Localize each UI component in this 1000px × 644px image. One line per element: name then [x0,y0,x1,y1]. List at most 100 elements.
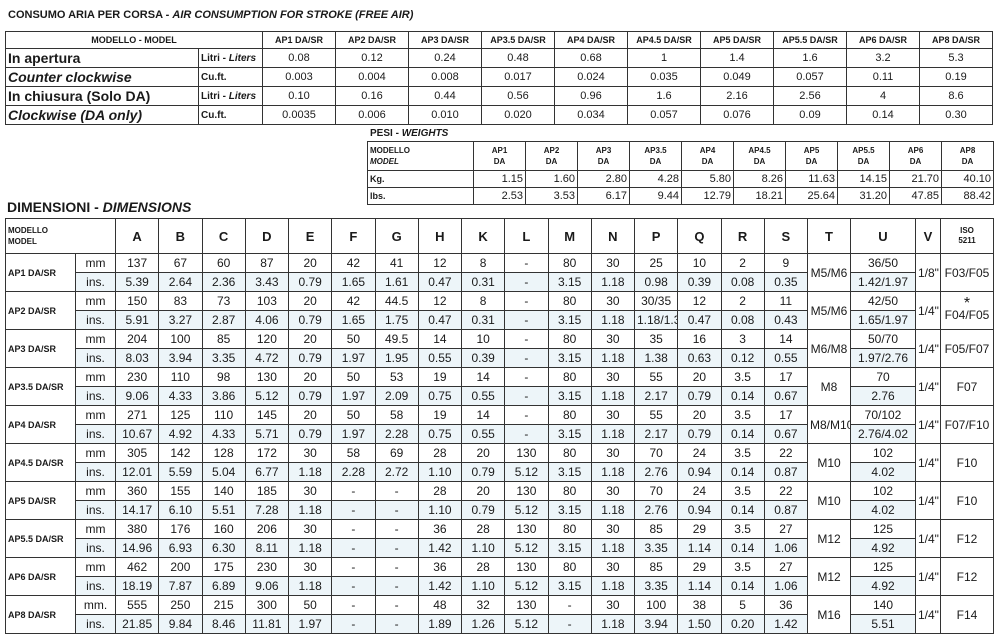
value: 1.97 [331,386,376,406]
value: - [504,291,549,311]
data-row: In chiusura (Solo DA) Litri - Liters 0.10 0… [5,86,993,106]
value: 0.0035 [262,105,336,125]
value: 0.47 [677,310,722,330]
value: 0.004 [335,67,409,87]
value: 1.18 [590,386,636,406]
value: - [374,481,419,501]
value: 130 [504,595,549,615]
port: 1/4" [915,595,941,634]
value: 36 [763,595,809,615]
value: 0.79 [287,310,333,330]
value: 30 [287,557,333,577]
data-row: Clockwise (DA only) Cu.ft. 0.0035 0.006 0.01… [5,105,993,125]
iso-value: F10 [956,493,978,508]
iso-cell: F07/F10 [940,405,994,444]
unit: ins. [75,424,116,444]
value: - [374,500,419,520]
title-it: PESI - [370,128,402,139]
value: 11 [763,291,809,311]
value: 80 [547,557,592,577]
value: 9.84 [158,614,203,634]
data-row: Counter clockwise Cu.ft. 0.003 0.004 0.008 0.… [5,67,993,87]
value: 35 [633,329,679,349]
value: 1.10 [460,538,506,558]
unit: mm [75,253,116,273]
value: 3.5 [720,519,765,539]
value: 0.79 [287,424,333,444]
value: - [504,329,549,349]
value: 0.30 [919,105,993,125]
value: 8 [460,291,506,311]
value: 2 [720,291,765,311]
value: 58 [331,443,376,463]
weights-title: PESI - WEIGHTS [370,128,448,139]
model-header: AP3.5 DA [629,141,682,171]
value: 185 [244,481,290,501]
value: 0.75 [417,386,463,406]
value: - [331,500,376,520]
value: 0.057 [773,67,847,87]
value: 100 [633,595,679,615]
unit-cell: Litri - Liters [198,48,263,68]
iso-cell: F12 [940,557,994,596]
column-header: P [633,218,679,254]
ins-row: ins. 21.85 9.84 8.46 11.81 1.97- -1.89 1.26 5.12… [6,614,994,634]
value: 4.33 [158,386,203,406]
value: 31.20 [837,187,890,205]
u-value: 50/70 [850,329,916,349]
unit: ins. [75,386,116,406]
value: 1.10 [417,462,463,482]
value: 53 [374,367,419,387]
port: 1/8" [915,253,941,292]
value: 1.97 [331,424,376,444]
model-header: AP5 DA [785,141,838,171]
value: 130 [244,367,290,387]
value: 2.28 [374,424,419,444]
unit: lbs. [367,187,474,205]
model: AP1 DA/SR [5,253,76,292]
value: 1.18 [590,500,636,520]
value: 206 [244,519,290,539]
value: 4.28 [629,170,682,188]
row-label: In chiusura (Solo DA) [5,86,199,106]
value: 200 [158,557,203,577]
value: 36 [417,557,463,577]
value: 0.09 [773,105,847,125]
value: 16 [677,329,722,349]
model-header: AP4 DA [681,141,734,171]
value: 1.10 [460,576,506,596]
value: 50 [331,405,376,425]
value: 29 [677,557,722,577]
unit: mm [75,367,116,387]
value: 3.5 [720,557,765,577]
value: 0.94 [677,462,722,482]
value: - [504,310,549,330]
value: 20 [287,367,333,387]
value: 10 [677,253,722,273]
value: 70 [633,481,679,501]
value: 110 [158,367,203,387]
model-header: AP1 DA/SR [262,31,336,49]
air-title: CONSUMO ARIA PER CORSA - AIR CONSUMPTION… [8,9,413,21]
value: 44.5 [374,291,419,311]
mm-row: AP8 DA/SR mm. 555 250 215 300 50- -48 32 130-30 10… [5,595,994,634]
iso-cell: * F04/F05 [940,291,994,330]
value: 0.14 [720,424,765,444]
value: 73 [201,291,246,311]
iso-cell: F05/F07 [940,329,994,368]
value: 1.06 [763,538,809,558]
title-en: WEIGHTS [401,128,449,139]
value: 0.006 [335,105,409,125]
unit: mm [75,329,116,349]
model-line: DA [961,157,974,166]
value: 20 [677,405,722,425]
value: 3 [720,329,765,349]
value: 12 [417,253,463,273]
iso-value: F04/F05 [944,307,990,322]
value: 24 [677,481,722,501]
value: 5.12 [504,500,549,520]
value: 230 [244,557,290,577]
thread: M10 [807,481,851,520]
u-value: 2.76 [850,386,916,406]
value: 230 [114,367,160,387]
